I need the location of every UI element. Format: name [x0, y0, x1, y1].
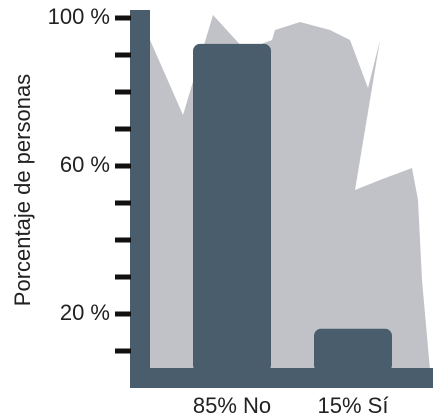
y-tick-label: 100 %: [48, 4, 110, 29]
bar: [314, 329, 392, 372]
y-axis-label: Porcentaje de personas: [10, 74, 35, 306]
x-tick-label: 15% Sí: [318, 393, 389, 418]
background-shape: [150, 15, 430, 370]
chart: Porcentaje de personas 85% No 15% Sí 100 %…: [0, 0, 433, 419]
y-tick-label: 60 %: [60, 152, 110, 177]
x-axis: [130, 368, 433, 388]
y-axis: [130, 10, 150, 388]
x-tick-label: 85% No: [193, 393, 271, 418]
y-tick-label: 20 %: [60, 300, 110, 325]
bar: [193, 44, 271, 372]
